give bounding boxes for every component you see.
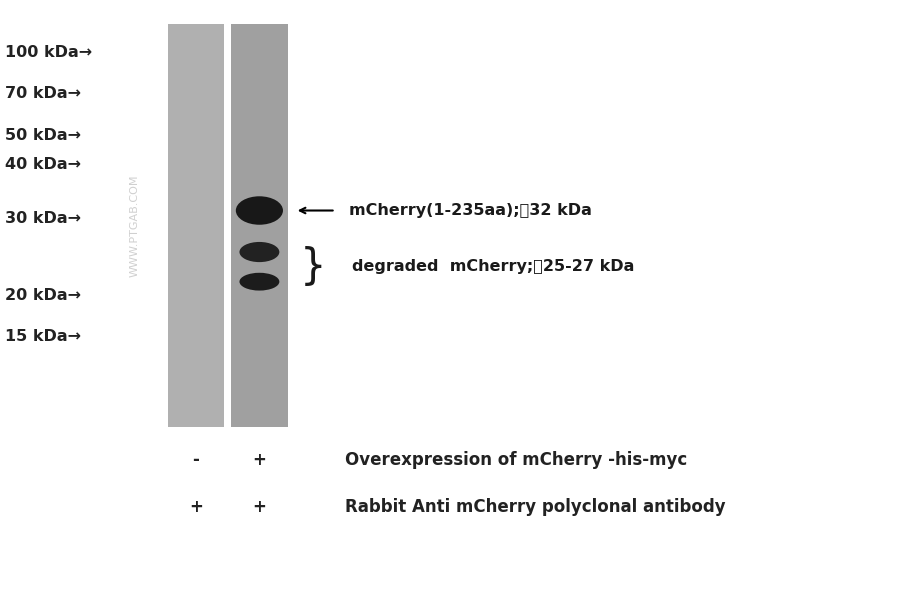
Text: Rabbit Anti mCherry polyclonal antibody: Rabbit Anti mCherry polyclonal antibody (345, 498, 726, 516)
Text: +: + (252, 498, 267, 516)
Text: -: - (192, 451, 200, 468)
Text: mCherry(1-235aa);～32 kDa: mCherry(1-235aa);～32 kDa (349, 203, 592, 218)
Text: 40 kDa→: 40 kDa→ (5, 157, 81, 173)
Text: 70 kDa→: 70 kDa→ (5, 86, 81, 101)
Text: 30 kDa→: 30 kDa→ (5, 211, 81, 226)
Text: +: + (189, 498, 203, 516)
Ellipse shape (236, 196, 283, 225)
Text: WWW.PTGAB.COM: WWW.PTGAB.COM (129, 174, 140, 276)
Text: +: + (252, 451, 267, 468)
Text: 100 kDa→: 100 kDa→ (5, 44, 92, 60)
Ellipse shape (239, 273, 279, 291)
Text: }: } (299, 246, 326, 288)
Text: 50 kDa→: 50 kDa→ (5, 127, 81, 143)
Text: Overexpression of mCherry -his-myc: Overexpression of mCherry -his-myc (345, 451, 687, 468)
Text: degraded  mCherry;～25-27 kDa: degraded mCherry;～25-27 kDa (352, 259, 634, 275)
Bar (168, 24, 224, 427)
Bar (231, 24, 288, 427)
Ellipse shape (239, 242, 279, 262)
Text: 15 kDa→: 15 kDa→ (5, 329, 81, 345)
Text: 20 kDa→: 20 kDa→ (5, 288, 81, 303)
